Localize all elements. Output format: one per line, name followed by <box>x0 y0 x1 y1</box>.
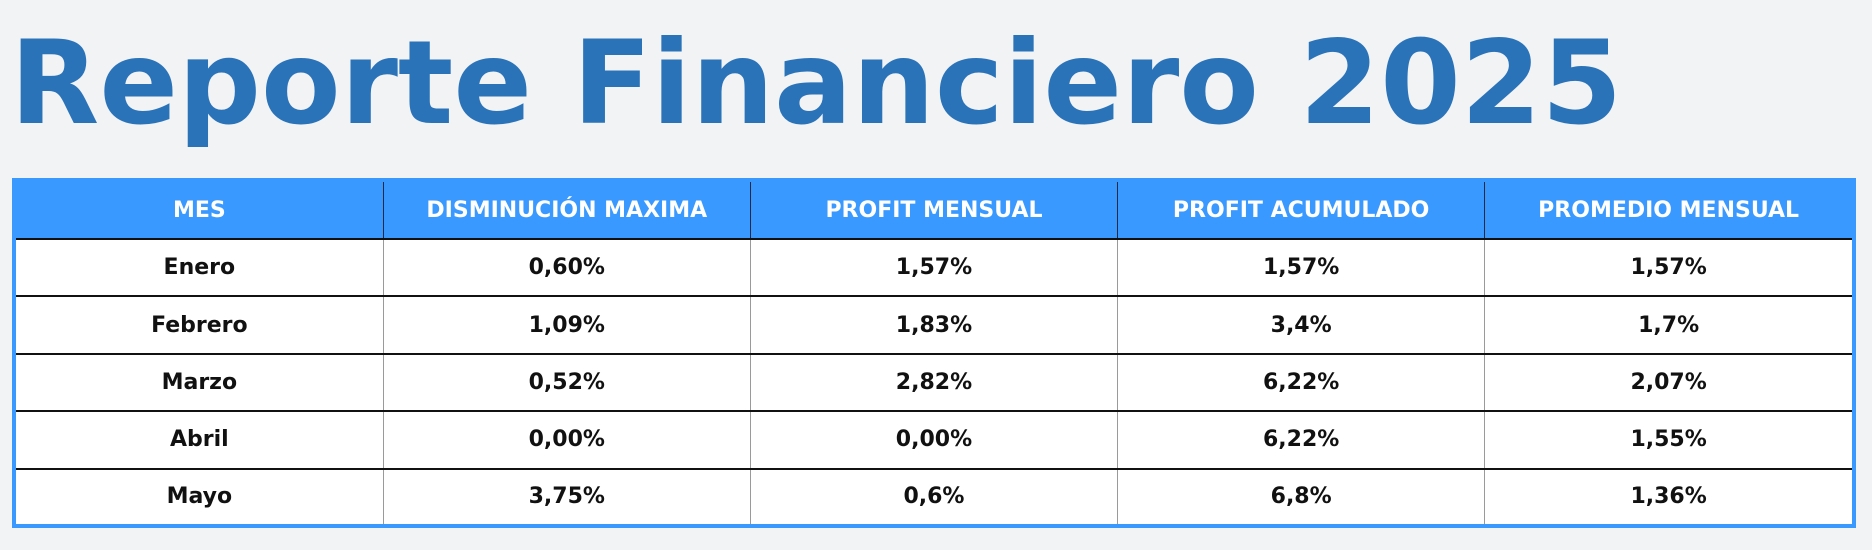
cell-promedio-mensual: 2,07% <box>1484 353 1852 412</box>
cell-mes: Marzo <box>161 370 238 396</box>
column-header-disminucion-maxima: DISMINUCIÓN MAXIMA <box>382 182 751 239</box>
cell-profit-acumulado: 3,4% <box>1117 296 1485 354</box>
cell-mes: Mayo <box>166 484 233 510</box>
cell-promedio-mensual: 1,7% <box>1484 296 1852 354</box>
cell-disminucion-maxima: 1,09% <box>382 296 751 354</box>
cell-disminucion-maxima: 0,00% <box>382 411 751 469</box>
cell-profit-mensual: 0,00% <box>749 411 1118 469</box>
cell-disminucion-maxima: 3,75% <box>382 468 751 524</box>
cell-profit-mensual: 0,6% <box>749 468 1118 524</box>
table-row: Marzo 0,52% 2,82% 6,22% 2,07% <box>16 353 1852 412</box>
cell-profit-mensual: 1,83% <box>749 296 1118 354</box>
table-body: Enero 0,60% 1,57% 1,57% 1,57% Febrero 1,… <box>16 239 1852 524</box>
column-header-mes: MES <box>16 182 384 239</box>
column-header-profit-acumulado: PROFIT ACUMULADO <box>1117 182 1485 239</box>
financial-table-container: MES DISMINUCIÓN MAXIMA PROFIT MENSUAL PR… <box>12 178 1856 528</box>
column-header-profit-mensual: PROFIT MENSUAL <box>749 182 1118 239</box>
page-title: Reporte Financiero 2025 <box>10 16 1623 151</box>
table-row: Mayo 3,75% 0,6% 6,8% 1,36% <box>16 468 1852 524</box>
cell-profit-mensual: 1,57% <box>749 239 1118 297</box>
column-header-promedio-mensual: PROMEDIO MENSUAL <box>1484 182 1852 239</box>
cell-disminucion-maxima: 0,52% <box>382 353 751 412</box>
cell-mes: Abril <box>169 427 229 453</box>
cell-profit-mensual: 2,82% <box>749 353 1118 412</box>
table-row: Enero 0,60% 1,57% 1,57% 1,57% <box>16 239 1852 297</box>
table-row: Febrero 1,09% 1,83% 3,4% 1,7% <box>16 296 1852 354</box>
cell-promedio-mensual: 1,57% <box>1484 239 1852 297</box>
cell-mes: Enero <box>163 255 236 281</box>
cell-profit-acumulado: 6,8% <box>1117 468 1485 524</box>
cell-disminucion-maxima: 0,60% <box>382 239 751 297</box>
cell-promedio-mensual: 1,55% <box>1484 411 1852 469</box>
cell-profit-acumulado: 6,22% <box>1117 353 1485 412</box>
cell-profit-acumulado: 1,57% <box>1117 239 1485 297</box>
header-row: MES DISMINUCIÓN MAXIMA PROFIT MENSUAL PR… <box>16 182 1852 239</box>
table-row: Abril 0,00% 0,00% 6,22% 1,55% <box>16 411 1852 469</box>
financial-table: MES DISMINUCIÓN MAXIMA PROFIT MENSUAL PR… <box>16 182 1852 524</box>
cell-promedio-mensual: 1,36% <box>1484 468 1852 524</box>
cell-profit-acumulado: 6,22% <box>1117 411 1485 469</box>
table-header: MES DISMINUCIÓN MAXIMA PROFIT MENSUAL PR… <box>16 182 1852 239</box>
cell-mes: Febrero <box>151 312 248 338</box>
